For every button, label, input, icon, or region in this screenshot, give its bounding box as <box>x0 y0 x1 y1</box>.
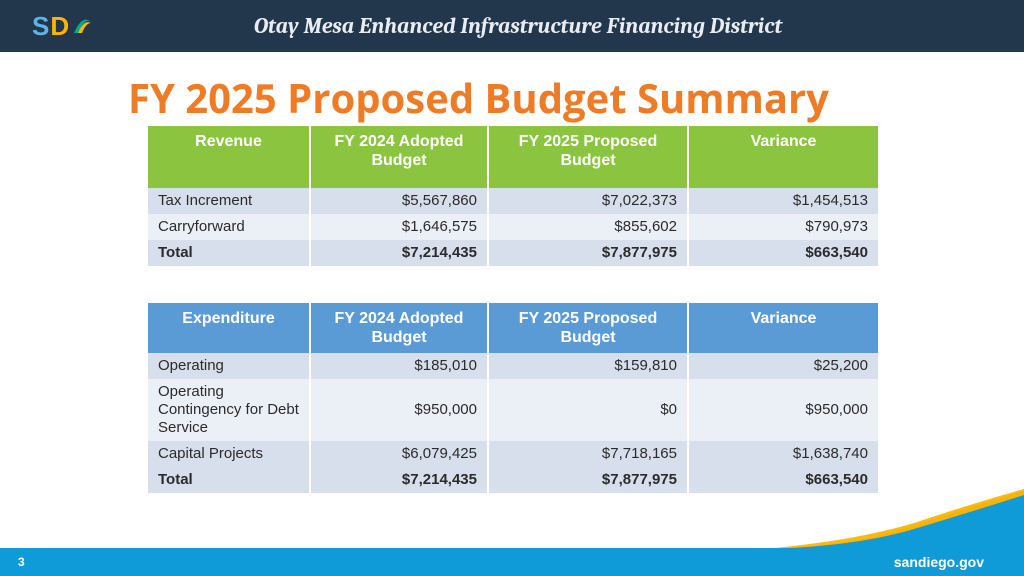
col-header: FY 2024 Adopted Budget <box>310 303 488 353</box>
cell-value: $7,214,435 <box>310 240 488 266</box>
cell-value: $950,000 <box>688 379 878 441</box>
logo-letter-s: S <box>32 11 50 42</box>
header-bar: SD Otay Mesa Enhanced Infrastructure Fin… <box>0 0 1024 56</box>
cell-value: $855,602 <box>488 214 688 240</box>
cell-label: Operating <box>148 353 310 379</box>
table-row: Carryforward $1,646,575 $855,602 $790,97… <box>148 214 878 240</box>
revenue-table: Revenue FY 2024 Adopted Budget FY 2025 P… <box>148 126 878 266</box>
cell-value: $159,810 <box>488 353 688 379</box>
header-title: Otay Mesa Enhanced Infrastructure Financ… <box>92 13 1024 39</box>
table-row: Operating $185,010 $159,810 $25,200 <box>148 353 878 379</box>
col-header: FY 2024 Adopted Budget <box>310 126 488 188</box>
cell-value: $25,200 <box>688 353 878 379</box>
table-row: Capital Projects $6,079,425 $7,718,165 $… <box>148 441 878 467</box>
cell-value: $7,214,435 <box>310 467 488 493</box>
table-header-row: Expenditure FY 2024 Adopted Budget FY 20… <box>148 303 878 353</box>
cell-value: $5,567,860 <box>310 188 488 214</box>
footer-bar: sandiego.gov <box>0 548 1024 576</box>
logo-swoosh-icon <box>72 11 92 42</box>
table-total-row: Total $7,214,435 $7,877,975 $663,540 <box>148 240 878 266</box>
cell-label: Carryforward <box>148 214 310 240</box>
cell-value: $1,454,513 <box>688 188 878 214</box>
slide: SD Otay Mesa Enhanced Infrastructure Fin… <box>0 0 1024 576</box>
expenditure-table: Expenditure FY 2024 Adopted Budget FY 20… <box>148 303 878 493</box>
footer-url: sandiego.gov <box>894 554 984 570</box>
page-number: 3 <box>18 555 25 569</box>
cell-value: $1,646,575 <box>310 214 488 240</box>
col-header: Expenditure <box>148 303 310 353</box>
cell-value: $185,010 <box>310 353 488 379</box>
table-total-row: Total $7,214,435 $7,877,975 $663,540 <box>148 467 878 493</box>
cell-value: $7,877,975 <box>488 467 688 493</box>
table-header-row: Revenue FY 2024 Adopted Budget FY 2025 P… <box>148 126 878 188</box>
cell-label: Operating Contingency for Debt Service <box>148 379 310 441</box>
cell-value: $7,877,975 <box>488 240 688 266</box>
cell-value: $950,000 <box>310 379 488 441</box>
cell-value: $0 <box>488 379 688 441</box>
col-header: Revenue <box>148 126 310 188</box>
col-header: FY 2025 Proposed Budget <box>488 126 688 188</box>
col-header: Variance <box>688 126 878 188</box>
cell-label: Capital Projects <box>148 441 310 467</box>
cell-value: $7,022,373 <box>488 188 688 214</box>
cell-value: $7,718,165 <box>488 441 688 467</box>
page-title: FY 2025 Proposed Budget Summary <box>128 70 829 125</box>
table-row: Tax Increment $5,567,860 $7,022,373 $1,4… <box>148 188 878 214</box>
cell-value: $790,973 <box>688 214 878 240</box>
cell-value: $663,540 <box>688 467 878 493</box>
cell-label: Total <box>148 240 310 266</box>
sd-logo: SD <box>32 11 92 42</box>
footer-wave-icon <box>764 489 1024 549</box>
cell-label: Total <box>148 467 310 493</box>
cell-value: $6,079,425 <box>310 441 488 467</box>
cell-value: $663,540 <box>688 240 878 266</box>
table-row: Operating Contingency for Debt Service $… <box>148 379 878 441</box>
col-header: Variance <box>688 303 878 353</box>
cell-value: $1,638,740 <box>688 441 878 467</box>
col-header: FY 2025 Proposed Budget <box>488 303 688 353</box>
cell-label: Tax Increment <box>148 188 310 214</box>
logo-letter-d: D <box>50 11 70 42</box>
